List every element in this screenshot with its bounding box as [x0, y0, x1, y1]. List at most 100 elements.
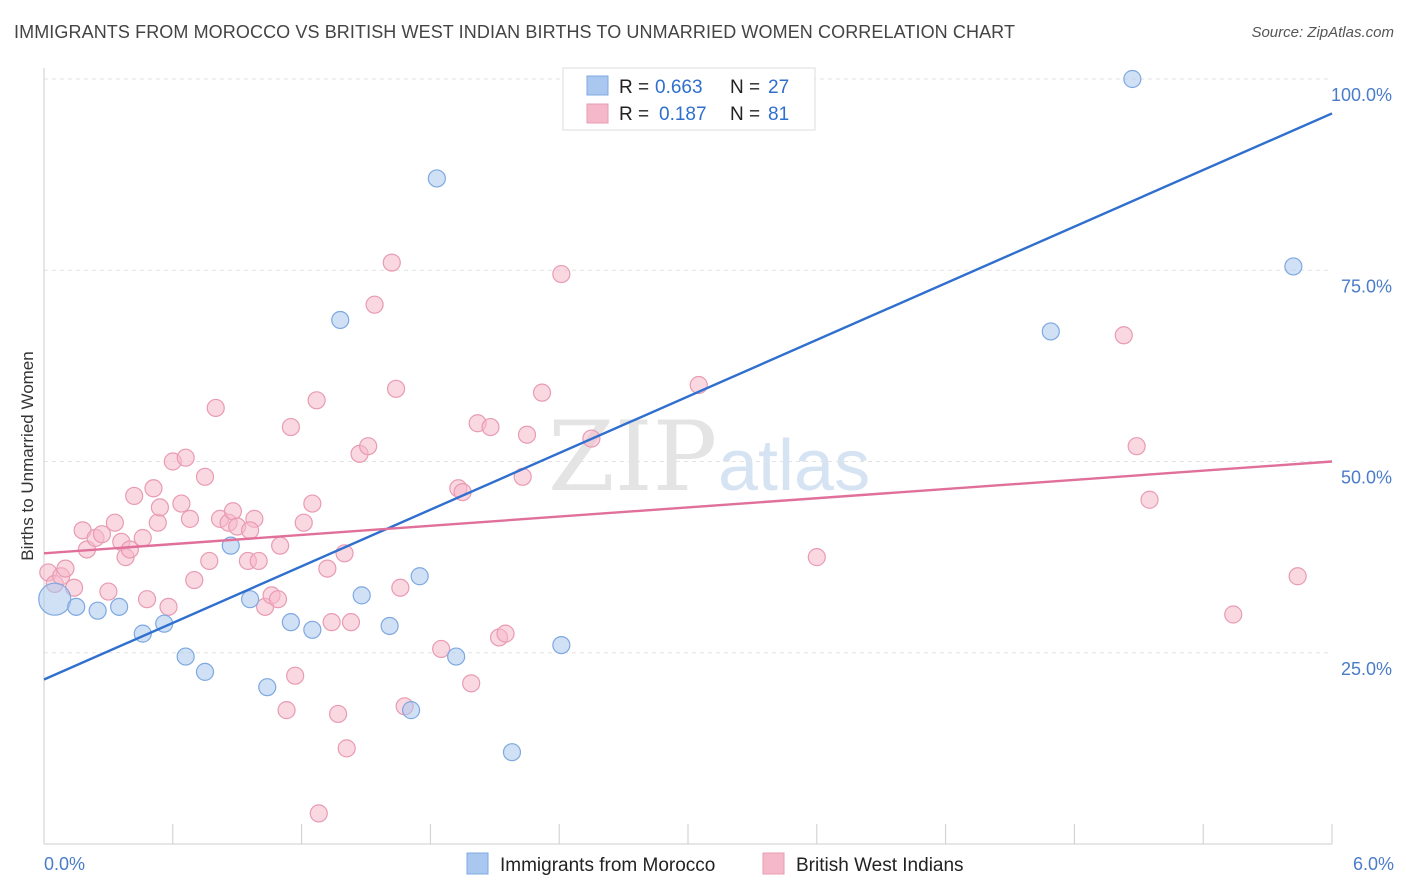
y-tick-label-25: 25.0%	[1341, 659, 1392, 679]
x-tick-label-max: 6.0%	[1353, 854, 1394, 874]
morocco-point	[427, 169, 446, 188]
morocco-point	[502, 743, 522, 762]
gridlines	[44, 78, 1332, 654]
morocco-point	[1123, 69, 1142, 89]
bwi-point	[294, 513, 313, 532]
morocco-point	[110, 597, 129, 616]
bwi-point	[176, 448, 195, 467]
morocco-point	[88, 601, 107, 620]
bwi-point	[432, 639, 451, 659]
watermark-atlas: atlas	[718, 426, 870, 506]
bottom-legend-swatch-morocco	[466, 852, 489, 875]
morocco-point	[258, 678, 277, 697]
morocco-point	[410, 567, 429, 586]
trend-lines	[43, 112, 1333, 681]
bwi-point	[1224, 605, 1243, 624]
bwi-point	[341, 613, 361, 632]
bwi-point	[382, 253, 401, 272]
y-axis-title: Births to Unmarried Women	[18, 351, 37, 560]
bwi-point	[206, 398, 225, 418]
morocco-point	[281, 613, 300, 632]
bwi-point	[496, 624, 515, 643]
bwi-point	[223, 502, 243, 521]
legend-r-label-1: R =	[619, 77, 649, 98]
morocco-point	[552, 635, 571, 655]
series-british-west-indians	[39, 253, 1307, 823]
bwi-point	[172, 494, 191, 513]
y-tick-label-50: 50.0%	[1341, 468, 1392, 488]
bwi-point	[105, 513, 124, 532]
bwi-point	[365, 295, 384, 314]
bwi-point	[240, 521, 260, 540]
y-tick-label-100: 100.0%	[1331, 85, 1392, 105]
bwi-point	[144, 479, 163, 498]
bwi-point	[56, 559, 75, 578]
morocco-point	[67, 597, 86, 616]
bwi-point	[359, 437, 378, 456]
bwi-point	[1288, 567, 1307, 586]
bwi-point	[303, 494, 322, 513]
bwi-point	[281, 417, 300, 437]
bwi-point	[318, 559, 337, 578]
legend-n-label-1: N =	[730, 77, 760, 98]
bwi-point	[1114, 326, 1133, 345]
morocco-point	[447, 647, 466, 666]
bottom-legend-label-morocco: Immigrants from Morocco	[500, 855, 715, 876]
bottom-legend-label-bwi: British West Indians	[796, 855, 964, 876]
morocco-point	[176, 647, 195, 666]
morocco-point	[1041, 322, 1060, 341]
bwi-point	[286, 666, 305, 685]
chart-title: IMMIGRANTS FROM MOROCCO VS BRITISH WEST …	[14, 22, 1016, 42]
bwi-point	[309, 804, 328, 823]
bwi-trend-line	[43, 460, 1333, 555]
bwi-point	[180, 509, 200, 528]
bwi-point	[337, 739, 356, 758]
x-tick-label-min: 0.0%	[44, 854, 85, 874]
morocco-point	[1284, 257, 1303, 276]
bwi-point	[517, 425, 537, 444]
bwi-point	[200, 551, 219, 571]
y-tick-label-75: 75.0%	[1341, 276, 1392, 296]
bwi-point	[133, 528, 152, 548]
bwi-point	[328, 704, 348, 724]
y-axis-tick-labels: 25.0% 50.0% 75.0% 100.0%	[1331, 85, 1392, 679]
legend-n-label-2: N =	[730, 104, 760, 125]
bwi-point	[386, 379, 406, 398]
morocco-point	[240, 590, 260, 609]
bwi-point	[277, 701, 296, 720]
bwi-point	[481, 417, 500, 437]
morocco-point	[38, 582, 72, 616]
morocco-point	[195, 662, 215, 681]
bwi-point	[185, 570, 204, 590]
morocco-point	[401, 701, 421, 720]
bwi-point	[391, 578, 410, 597]
source-credit: Source: ZipAtlas.com	[1251, 24, 1394, 41]
bwi-point	[807, 548, 826, 567]
bwi-point	[120, 540, 139, 559]
x-axis-ticks	[43, 824, 1333, 844]
bwi-point	[99, 582, 118, 601]
morocco-point	[303, 620, 322, 639]
bottom-legend-swatch-bwi	[762, 852, 785, 875]
bwi-point	[159, 597, 178, 616]
bwi-point	[125, 486, 144, 506]
bwi-point	[268, 590, 288, 609]
bwi-point	[552, 264, 571, 284]
bwi-point	[1127, 437, 1146, 456]
bwi-point	[92, 525, 112, 544]
correlation-legend: R = 0.663 N = 27 R = 0.187 N = 81	[562, 67, 816, 131]
bwi-point	[148, 513, 167, 532]
bwi-point	[322, 613, 341, 632]
bwi-point	[195, 467, 215, 486]
series-legend: Immigrants from Morocco British West Ind…	[466, 852, 964, 876]
bwi-point	[462, 674, 481, 693]
series-immigrants-from-morocco	[38, 69, 1303, 762]
watermark-zip: ZIP	[548, 401, 717, 513]
morocco-point	[352, 586, 371, 605]
legend-swatch-morocco	[586, 75, 609, 96]
legend-n-value-1: 27	[768, 77, 789, 98]
bwi-point	[150, 498, 170, 517]
bwi-point	[137, 590, 157, 609]
legend-r-value-2: 0.187	[659, 104, 707, 125]
